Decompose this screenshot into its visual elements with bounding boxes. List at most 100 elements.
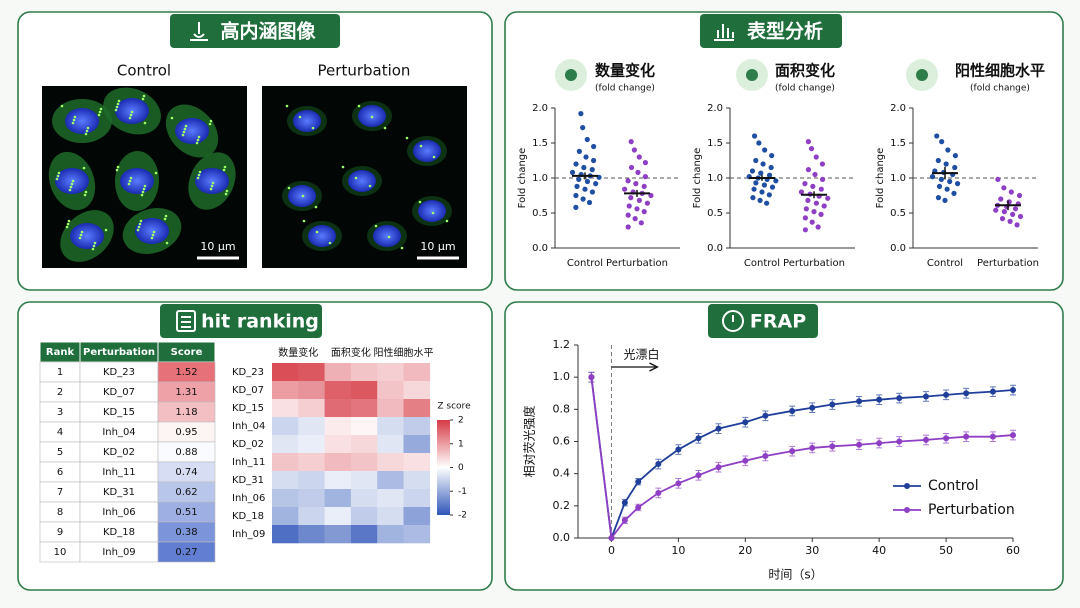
data-point [1001, 185, 1007, 191]
data-point [944, 186, 950, 192]
data-point [798, 189, 805, 195]
scale-bar-label: 10 μm [200, 240, 235, 253]
speckle [198, 170, 202, 174]
data-point [626, 203, 632, 209]
heat-cell [324, 471, 352, 490]
x-tick-label: 20 [738, 544, 752, 557]
speckle [209, 119, 213, 123]
data-point [759, 189, 765, 195]
heat-cell [298, 525, 325, 544]
y-tick-label: 0.8 [553, 402, 571, 415]
y-tick-label: 2.0 [890, 103, 906, 114]
data-point [628, 139, 634, 145]
icon-dot [746, 69, 758, 81]
colorbar-tick-label: 2 [458, 416, 464, 426]
data-point [766, 172, 773, 178]
nucleus [135, 218, 169, 244]
table-text: 0.51 [175, 507, 197, 518]
heat-cell [272, 525, 299, 544]
heat-cell [272, 471, 299, 490]
data-point [999, 216, 1006, 222]
data-point [582, 186, 588, 192]
data-point [856, 398, 863, 405]
data-point [943, 435, 950, 442]
data-point [789, 407, 796, 414]
heat-cell [377, 471, 404, 490]
speckle [65, 225, 69, 229]
data-point [591, 143, 597, 150]
table-text: Inh_09 [102, 547, 135, 558]
speckle [209, 187, 213, 191]
heat-cell [377, 399, 404, 418]
x-tick-label: Control [567, 258, 603, 269]
speckle [150, 236, 154, 240]
data-point [1010, 211, 1016, 217]
data-point [655, 461, 662, 468]
x-tick-label: 60 [1006, 544, 1020, 557]
heat-cell [403, 525, 431, 544]
tab-icons [176, 22, 744, 332]
speckle [57, 171, 61, 175]
subplot-subtitle: (fold change) [970, 84, 1030, 94]
speckle [86, 126, 90, 130]
heat-cell [377, 417, 404, 436]
data-point [813, 154, 819, 160]
table-text: Inh_06 [102, 507, 135, 518]
speckle [98, 110, 102, 114]
data-point [631, 147, 637, 153]
y-tick-label: 1.0 [532, 173, 548, 184]
column-label: 数量变化 [278, 346, 318, 359]
data-point [635, 169, 641, 175]
data-point [641, 209, 647, 215]
nucleus [348, 170, 376, 192]
speckle [298, 115, 302, 119]
table-text: 0.38 [175, 527, 197, 538]
speckle [181, 133, 185, 137]
x-tick-label: 10 [671, 544, 685, 557]
speckle [97, 113, 101, 117]
speckle [197, 135, 201, 139]
data-point [625, 178, 631, 184]
legend-label: Perturbation [928, 502, 1015, 518]
data-point [753, 180, 759, 186]
speckle [314, 205, 318, 209]
data-point [935, 157, 941, 164]
speckle [142, 94, 146, 98]
nucleus [120, 168, 154, 194]
panel-title: hit ranking [201, 311, 319, 333]
panel-title: 表型分析 [747, 20, 823, 43]
annotation-arrow [611, 362, 659, 372]
y-axis-label: Fold change [692, 148, 703, 209]
heat-cell [350, 363, 378, 382]
table-text: 6 [57, 467, 63, 478]
y-tick-label: 0.5 [707, 208, 723, 219]
speckle [116, 102, 120, 106]
icon-microscope [190, 22, 208, 41]
data-point [636, 154, 642, 160]
speckle [357, 104, 361, 108]
icon-chart [714, 24, 734, 41]
y-axis-label: 相对荧光强度 [522, 405, 537, 477]
data-point [809, 444, 816, 451]
data-point [769, 184, 776, 190]
data-point [760, 161, 766, 167]
speckle [285, 104, 289, 108]
data-point [573, 192, 579, 199]
data-point [581, 164, 587, 171]
y-tick-label: 1.5 [532, 138, 548, 149]
data-point [749, 168, 756, 174]
speckle [224, 192, 228, 196]
data-point [576, 176, 582, 182]
speckle [136, 228, 140, 232]
speckle [151, 233, 155, 237]
data-point [1007, 218, 1013, 224]
nucleus [418, 200, 446, 222]
table-text: KD_15 [103, 407, 135, 418]
table-text: KD_07 [103, 387, 135, 398]
subplot-title: 阳性细胞水平 [955, 62, 1045, 80]
row-label: Inh_06 [232, 493, 265, 504]
data-point [583, 154, 589, 160]
header-label: Score [171, 347, 203, 358]
data-point [574, 183, 580, 189]
heat-cell [350, 525, 378, 544]
